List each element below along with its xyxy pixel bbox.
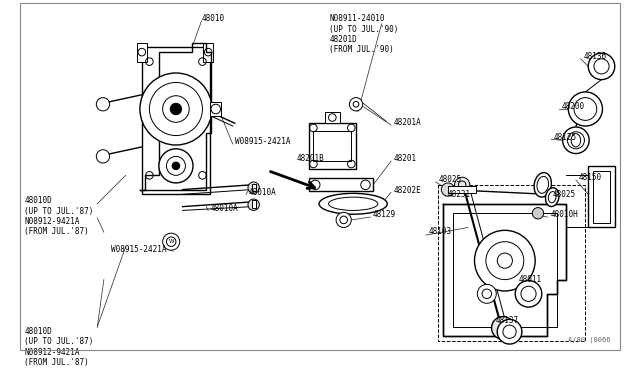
Text: 48150: 48150 <box>579 173 602 182</box>
Circle shape <box>492 317 515 339</box>
Text: 48200: 48200 <box>562 102 585 111</box>
Text: 48201: 48201 <box>394 154 417 164</box>
Ellipse shape <box>545 188 559 206</box>
Text: W08915-2421A: W08915-2421A <box>111 244 167 254</box>
Circle shape <box>170 103 182 115</box>
Circle shape <box>96 97 109 111</box>
Bar <box>210 102 221 116</box>
Bar <box>204 43 213 62</box>
Text: 48231: 48231 <box>448 190 471 199</box>
Text: 48129: 48129 <box>373 211 396 219</box>
Text: 48010A: 48010A <box>249 187 276 197</box>
Text: 48103: 48103 <box>429 227 452 237</box>
Circle shape <box>563 127 589 154</box>
Bar <box>438 185 586 341</box>
Bar <box>137 43 147 62</box>
Text: 48025: 48025 <box>552 190 575 199</box>
Text: 48011: 48011 <box>519 275 542 284</box>
Bar <box>142 47 210 194</box>
Bar <box>314 131 351 161</box>
Text: 48010: 48010 <box>202 14 225 23</box>
Circle shape <box>568 92 602 126</box>
Bar <box>308 178 373 192</box>
Circle shape <box>163 233 180 250</box>
Text: A/80 (0066: A/80 (0066 <box>568 337 610 343</box>
Circle shape <box>159 149 193 183</box>
Text: 48010D
(UP TO JUL.'87)
N08912-9421A
(FROM JUL.'87): 48010D (UP TO JUL.'87) N08912-9421A (FRO… <box>24 327 93 367</box>
Text: 48202E: 48202E <box>394 186 422 195</box>
Circle shape <box>248 182 259 193</box>
Text: 48010D
(UP TO JUL.'87)
N08912-9421A
(FROM JUL.'87): 48010D (UP TO JUL.'87) N08912-9421A (FRO… <box>24 196 93 236</box>
Bar <box>324 112 340 123</box>
Text: 48201A: 48201A <box>394 118 422 128</box>
Circle shape <box>532 208 544 219</box>
Bar <box>448 186 476 193</box>
Text: 48137: 48137 <box>495 315 518 325</box>
Ellipse shape <box>534 173 552 197</box>
Text: W08915-2421A: W08915-2421A <box>235 137 290 147</box>
Bar <box>308 123 356 169</box>
Bar <box>588 166 615 227</box>
Circle shape <box>497 320 522 344</box>
Text: 48025: 48025 <box>438 175 461 185</box>
Circle shape <box>211 104 220 114</box>
Bar <box>452 213 557 327</box>
Circle shape <box>96 150 109 163</box>
Text: 48201B: 48201B <box>296 154 324 164</box>
Bar <box>252 184 257 192</box>
Text: 48010H: 48010H <box>550 211 578 219</box>
Circle shape <box>474 230 535 291</box>
Ellipse shape <box>319 193 387 214</box>
Text: 48136: 48136 <box>584 52 607 61</box>
Text: N08911-24010
(UP TO JUL.'90)
48201D
(FROM JUL.'90): N08911-24010 (UP TO JUL.'90) 48201D (FRO… <box>330 14 399 54</box>
Text: W: W <box>168 239 174 244</box>
Circle shape <box>442 183 454 196</box>
Circle shape <box>336 212 351 227</box>
Text: 48125: 48125 <box>554 133 577 142</box>
Circle shape <box>477 284 496 303</box>
Text: 48010A: 48010A <box>211 204 239 213</box>
Circle shape <box>163 96 189 122</box>
Bar <box>593 171 610 223</box>
Circle shape <box>172 162 180 170</box>
Circle shape <box>515 280 542 307</box>
Polygon shape <box>444 204 566 337</box>
Circle shape <box>454 177 470 192</box>
Bar <box>252 200 257 208</box>
Circle shape <box>349 97 363 111</box>
Circle shape <box>140 73 212 145</box>
Circle shape <box>248 199 259 211</box>
Circle shape <box>588 53 615 80</box>
